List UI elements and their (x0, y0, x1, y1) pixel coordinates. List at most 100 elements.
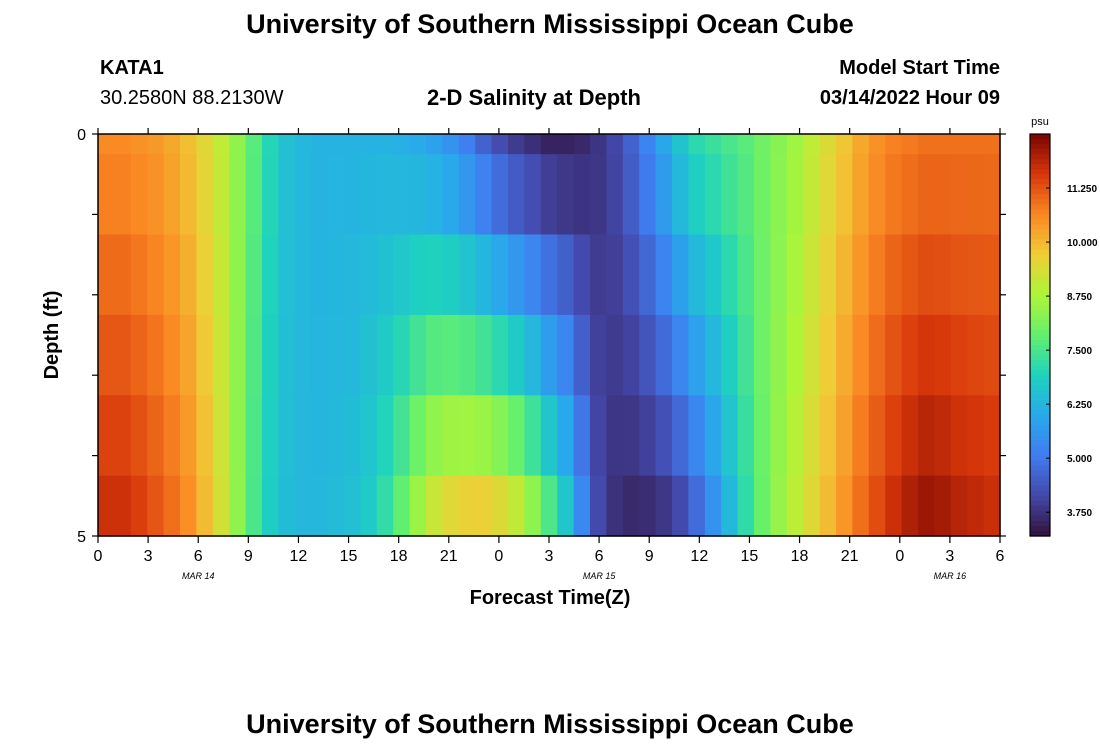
colorbar-segment (1030, 154, 1050, 160)
heatmap-cell (885, 134, 903, 155)
heatmap-cell (836, 134, 853, 155)
colorbar-segment (1030, 179, 1050, 185)
colorbar-segment (1030, 475, 1050, 482)
heatmap-cell (114, 475, 132, 537)
heatmap-cell (508, 314, 525, 396)
x-tick-label: 6 (996, 548, 1005, 565)
x-tick-label: 3 (545, 548, 554, 565)
model-start-label: Model Start Time (839, 57, 1000, 79)
heatmap-cell (327, 395, 345, 477)
heatmap-cell (885, 475, 903, 537)
colorbar-segment (1030, 134, 1050, 140)
colorbar-segment (1030, 425, 1050, 432)
colorbar-segment (1030, 324, 1050, 331)
heatmap-cell (130, 154, 148, 236)
x-axis-ticks: 0 3 6 9 12 15 18 21 0 3 6 9 12 15 18 21 0 3 6 MAR 14 MAR 15 M… (94, 128, 1005, 581)
colorbar-segment (1030, 254, 1050, 261)
heatmap-cell (983, 134, 1001, 155)
heatmap-cell (704, 154, 722, 236)
colorbar-segment (1030, 420, 1050, 427)
x-tick-label: 3 (945, 548, 954, 565)
colorbar-segment (1030, 525, 1050, 532)
heatmap-cell (98, 234, 115, 316)
heatmap-cell (819, 314, 837, 396)
heatmap-cell (688, 134, 706, 155)
heatmap-cell (524, 234, 542, 316)
heatmap-cell (901, 314, 919, 396)
heatmap-cell (491, 234, 509, 316)
colorbar-segment (1030, 515, 1050, 522)
heatmap-cell (934, 314, 952, 396)
x-tick-label: 18 (791, 548, 809, 565)
heatmap-cell (655, 134, 673, 155)
heatmap-cell (344, 395, 361, 477)
heatmap-cell (229, 134, 247, 155)
heatmap-cell (786, 395, 804, 477)
colorbar-segment (1030, 380, 1050, 386)
heatmap-cell (622, 154, 640, 236)
heatmap-cell (196, 154, 214, 236)
heatmap-cell (721, 395, 739, 477)
heatmap-cell (672, 134, 689, 155)
heatmap-cell (737, 134, 755, 155)
heatmap-cell (212, 234, 230, 316)
colorbar-segment (1030, 159, 1050, 165)
heatmap-cell (393, 475, 411, 537)
heatmap-cell (606, 475, 624, 537)
heatmap-cell (918, 234, 935, 316)
heatmap-cell (294, 475, 312, 537)
heatmap-cell (786, 154, 804, 236)
heatmap-cell (130, 475, 148, 537)
heatmap-cell (770, 395, 788, 477)
heatmap-cell (868, 475, 886, 537)
heatmap-cell (409, 234, 427, 316)
heatmap-cell (819, 234, 837, 316)
heatmap-cell (885, 154, 903, 236)
heatmap-cell (180, 475, 197, 537)
colorbar-segment (1030, 249, 1050, 256)
heatmap-cell (836, 395, 853, 477)
heatmap-cell (196, 134, 214, 155)
colorbar-segment (1030, 209, 1050, 216)
heatmap-cell (180, 395, 197, 477)
heatmap-cell (672, 154, 689, 236)
heatmap-cell (163, 395, 181, 477)
heatmap-cell (901, 134, 919, 155)
x-tick-label: 0 (895, 548, 904, 565)
heatmap-cell (590, 314, 607, 396)
y-axis-ticks: 05 (77, 127, 1006, 546)
heatmap-cell (557, 134, 575, 155)
heatmap-cell (491, 475, 509, 537)
heatmap-cell (278, 134, 296, 155)
heatmap-cell (934, 134, 952, 155)
heatmap-cell (458, 475, 476, 537)
heatmap-cell (475, 475, 493, 537)
colorbar-segment (1030, 299, 1050, 306)
heatmap-cell (229, 475, 247, 537)
heatmap-cell (655, 395, 673, 477)
x-tick-label: 6 (194, 548, 203, 565)
colorbar-segment (1030, 370, 1050, 376)
heatmap-cell (262, 475, 279, 537)
heatmap-cell (950, 475, 968, 537)
colorbar-segment (1030, 400, 1050, 406)
x-tick-label: 0 (494, 548, 503, 565)
x-tick-label: 12 (690, 548, 708, 565)
colorbar-segment (1030, 500, 1050, 507)
heatmap-cell (901, 234, 919, 316)
colorbar-segment (1030, 410, 1050, 417)
colorbar-segment (1030, 234, 1050, 241)
heatmap-cell (918, 314, 935, 396)
heatmap-cell (704, 234, 722, 316)
heatmap-cell (360, 154, 378, 236)
heatmap-cell (672, 475, 689, 537)
heatmap-cell (606, 134, 624, 155)
heatmap-cell (114, 154, 132, 236)
heatmap-cell (983, 154, 1001, 236)
heatmap-cell (655, 234, 673, 316)
heatmap-cell (803, 475, 821, 537)
heatmap-cell (508, 154, 525, 236)
heatmap-cell (196, 395, 214, 477)
heatmap-cell (147, 154, 165, 236)
heatmap-cell (327, 134, 345, 155)
